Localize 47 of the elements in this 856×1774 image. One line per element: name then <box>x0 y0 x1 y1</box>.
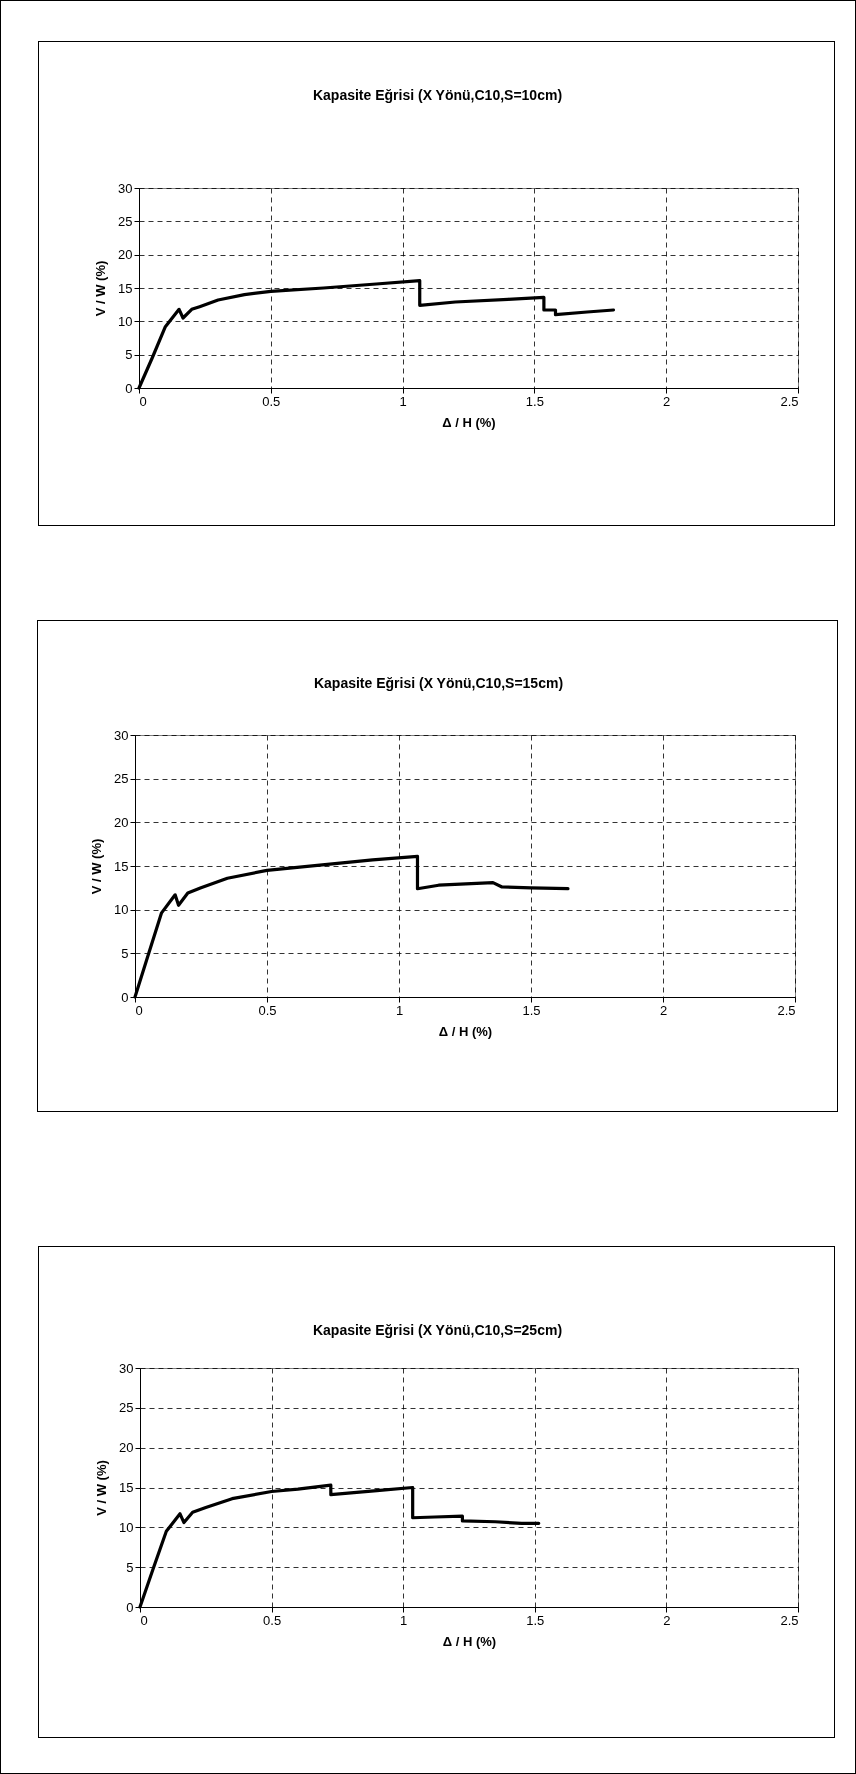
x-tick-label: 2 <box>663 1612 671 1628</box>
y-tick-label: 15 <box>119 1480 134 1495</box>
x-tick-label: 0.5 <box>262 393 281 409</box>
y-axis-title: V / W (%) <box>89 838 105 895</box>
y-axis-title: V / W (%) <box>94 1460 110 1516</box>
x-tick-label: 2.5 <box>777 1002 796 1018</box>
y-axis-title: V / W (%) <box>93 260 109 317</box>
chart-title: Kapasite Eğrisi (X Yönü,C10,S=10cm) <box>312 87 563 103</box>
x-tick-label: 1 <box>399 393 407 409</box>
x-tick-label: 2.5 <box>780 393 799 409</box>
chart-title: Kapasite Eğrisi (X Yönü,C10,S=25cm) <box>312 1322 563 1338</box>
x-tick-label: 1.5 <box>526 1612 545 1628</box>
x-tick-label: 0 <box>140 1612 148 1628</box>
y-tick-label: 0 <box>125 380 133 396</box>
y-tick-label: 15 <box>118 280 133 296</box>
y-tick-label: 5 <box>126 1559 134 1575</box>
x-tick-label: 0 <box>139 393 147 409</box>
x-tick-label: 1 <box>400 1612 408 1628</box>
y-tick-label: 30 <box>118 180 133 196</box>
y-tick-label: 10 <box>119 1519 134 1535</box>
y-tick-label: 10 <box>118 313 133 329</box>
x-tick-label: 2 <box>663 393 671 409</box>
y-tick-label: 5 <box>125 347 133 363</box>
x-tick-label: 1.5 <box>522 1002 541 1018</box>
y-tick-label: 20 <box>118 247 133 263</box>
y-tick-label: 0 <box>121 989 129 1005</box>
y-tick-label: 30 <box>114 727 129 743</box>
y-tick-label: 10 <box>114 902 129 918</box>
y-tick-label: 5 <box>121 945 129 961</box>
x-tick-label: 0.5 <box>263 1612 282 1628</box>
y-tick-label: 30 <box>119 1360 134 1376</box>
x-tick-label: 1 <box>395 1002 404 1018</box>
y-tick-label: 20 <box>114 814 129 830</box>
y-tick-label: 15 <box>114 858 129 874</box>
x-tick-label: 1.5 <box>525 393 544 409</box>
x-axis-title: Δ / H (%) <box>442 1633 497 1649</box>
x-tick-label: 2.5 <box>780 1612 799 1628</box>
x-axis-title: Δ / H (%) <box>438 1023 493 1039</box>
y-tick-label: 25 <box>119 1400 134 1416</box>
y-tick-label: 25 <box>114 771 129 787</box>
x-tick-label: 2 <box>659 1002 668 1018</box>
y-tick-label: 25 <box>118 213 133 229</box>
y-tick-label: 20 <box>119 1440 134 1456</box>
y-tick-label: 0 <box>126 1599 134 1615</box>
chart-title: Kapasite Eğrisi (X Yönü,C10,S=15cm) <box>313 675 564 691</box>
x-axis-title: Δ / H (%) <box>442 414 496 430</box>
x-tick-label: 0.5 <box>258 1002 277 1018</box>
